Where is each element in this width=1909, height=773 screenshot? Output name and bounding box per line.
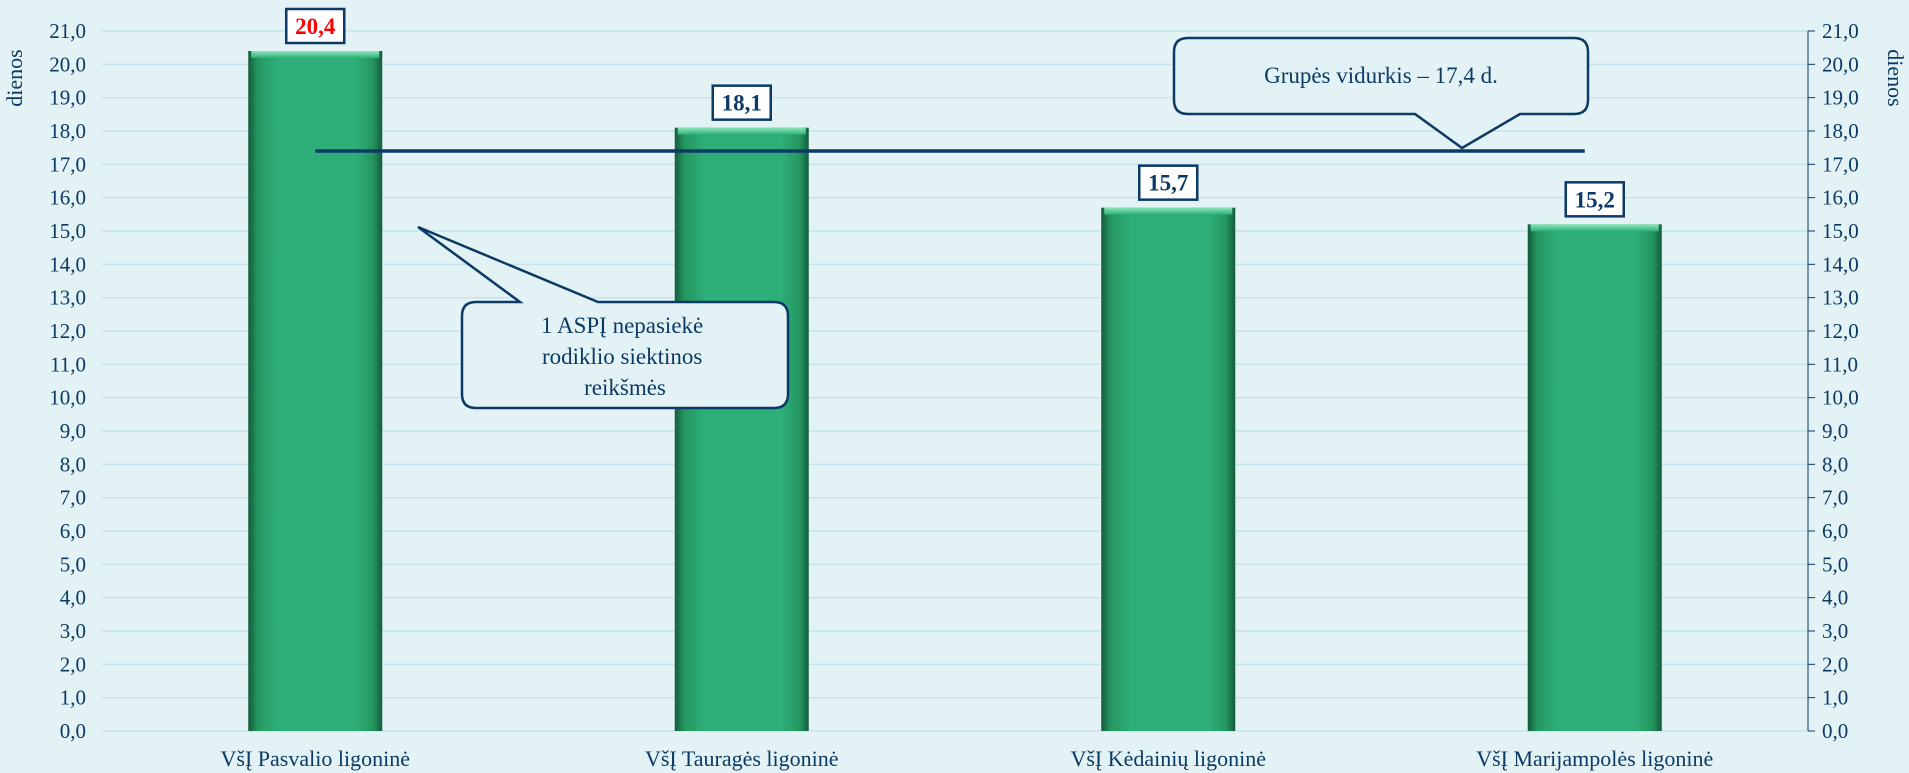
bar xyxy=(1527,224,1662,732)
bar-top-highlight xyxy=(677,127,806,135)
y-tick-label-left: 14,0 xyxy=(49,252,86,276)
value-label-box xyxy=(1564,181,1625,218)
value-label: 20,4 xyxy=(295,14,336,39)
y-tick-label-left: 6,0 xyxy=(60,519,86,543)
y-tick-label-right: 15,0 xyxy=(1822,219,1859,243)
bars xyxy=(248,51,1662,732)
y-tick-label-left: 3,0 xyxy=(60,619,86,643)
category-label: VšĮ Kėdainių ligoninė xyxy=(1070,746,1266,771)
bar-top-highlight xyxy=(1530,224,1659,232)
y-tick-label-left: 17,0 xyxy=(49,152,86,176)
y-tick-label-right: 1,0 xyxy=(1822,686,1848,710)
average-callout-bubble xyxy=(1172,36,1590,150)
y-tick-label-right: 19,0 xyxy=(1822,86,1859,110)
y-tick-label-right: 6,0 xyxy=(1822,519,1848,543)
right-axis-title: dienos xyxy=(1883,49,1908,106)
y-tick-label-right: 11,0 xyxy=(1822,352,1858,376)
y-tick-label-left: 18,0 xyxy=(49,119,86,143)
y-tick-label-left: 20,0 xyxy=(49,52,86,76)
y-tick-label-right: 14,0 xyxy=(1822,252,1859,276)
value-labels: 20,4 18,1 15,7 15,2 xyxy=(285,7,1625,218)
bar xyxy=(1101,207,1236,731)
y-tick-label-left: 0,0 xyxy=(60,719,86,743)
y-tick-label-right: 5,0 xyxy=(1822,552,1848,576)
y-tick-label-left: 1,0 xyxy=(60,686,86,710)
y-tick-label-right: 20,0 xyxy=(1822,52,1859,76)
y-tick-label-right: 16,0 xyxy=(1822,186,1859,210)
y-tick-label-right: 8,0 xyxy=(1822,452,1848,476)
y-tick-label-left: 4,0 xyxy=(60,586,86,610)
not-reached-callout-line-1: 1 ASPĮ nepasiekė xyxy=(541,313,703,338)
y-tick-label-right: 4,0 xyxy=(1822,586,1848,610)
bar xyxy=(674,127,809,731)
y-tick-label-left: 7,0 xyxy=(60,486,86,510)
y-tick-label-left: 12,0 xyxy=(49,319,86,343)
y-tick-label-left: 9,0 xyxy=(60,419,86,443)
not-reached-callout-line-2: rodiklio siektinos xyxy=(542,344,702,369)
y-tick-label-left: 8,0 xyxy=(60,452,86,476)
category-labels: VšĮ Pasvalio ligoninė VšĮ Tauragės ligoni… xyxy=(221,746,1714,771)
y-tick-label-left: 19,0 xyxy=(49,86,86,110)
y-tick-label-left: 5,0 xyxy=(60,552,86,576)
y-tick-label-right: 3,0 xyxy=(1822,619,1848,643)
value-label-box xyxy=(711,84,772,121)
value-label: 15,7 xyxy=(1148,171,1188,196)
y-tick-label-right: 9,0 xyxy=(1822,419,1848,443)
category-label: VšĮ Tauragės ligoninė xyxy=(645,746,839,771)
value-label: 18,1 xyxy=(722,91,762,116)
value-label-box xyxy=(285,7,346,45)
y-tick-label-right: 7,0 xyxy=(1822,486,1848,510)
y-tick-label-right: 13,0 xyxy=(1822,286,1859,310)
y-tick-label-right: 12,0 xyxy=(1822,319,1859,343)
value-label-box xyxy=(1138,164,1199,201)
y-tick-label-left: 16,0 xyxy=(49,186,86,210)
average-callout-text: Grupės vidurkis – 17,4 d. xyxy=(1264,63,1498,88)
y-tick-label-left: 13,0 xyxy=(49,286,86,310)
not-reached-callout-line-3: reikšmės xyxy=(584,375,666,400)
bar-top-highlight xyxy=(251,51,380,58)
left-axis-title: dienos xyxy=(2,49,27,106)
y-tick-label-left: 10,0 xyxy=(49,386,86,410)
y-tick-label-left: 2,0 xyxy=(60,652,86,676)
value-label: 15,2 xyxy=(1575,187,1615,212)
y-tick-label-right: 21,0 xyxy=(1822,19,1859,43)
y-tick-label-right: 2,0 xyxy=(1822,652,1848,676)
not-reached-callout-bubble xyxy=(417,225,790,410)
bar xyxy=(248,51,383,731)
y-tick-label-right: 17,0 xyxy=(1822,152,1859,176)
y-tick-label-right: 18,0 xyxy=(1822,119,1859,143)
average-callout: Grupės vidurkis – 17,4 d. xyxy=(1172,36,1590,150)
svg-text:1 ASPĮ nepasiekė rodik: 1 ASPĮ nepasiekė rodiklio siektinos reik… xyxy=(541,313,709,400)
right-y-axis: 0,0 1,0 2,0 3,0 4,0 5,0 6,0 7,0 8,0 9,0 10,0 11,0 12… xyxy=(1807,19,1859,743)
not-reached-callout: 1 ASPĮ nepasiekė rodiklio siektinos reik… xyxy=(417,225,790,410)
y-tick-label-left: 21,0 xyxy=(49,19,86,43)
category-label: VšĮ Marijampolės ligoninė xyxy=(1476,746,1713,771)
y-tick-label-left: 15,0 xyxy=(49,219,86,243)
category-label: VšĮ Pasvalio ligoninė xyxy=(221,746,410,771)
left-y-axis: 0,0 1,0 2,0 3,0 4,0 5,0 6,0 7,0 8,0 9,0 10,0 11,0 12… xyxy=(49,19,86,743)
y-tick-label-left: 11,0 xyxy=(50,352,86,376)
y-tick-label-right: 0,0 xyxy=(1822,719,1848,743)
bar-top-highlight xyxy=(1104,207,1233,215)
y-tick-label-right: 10,0 xyxy=(1822,386,1859,410)
gridlines xyxy=(102,30,1808,732)
